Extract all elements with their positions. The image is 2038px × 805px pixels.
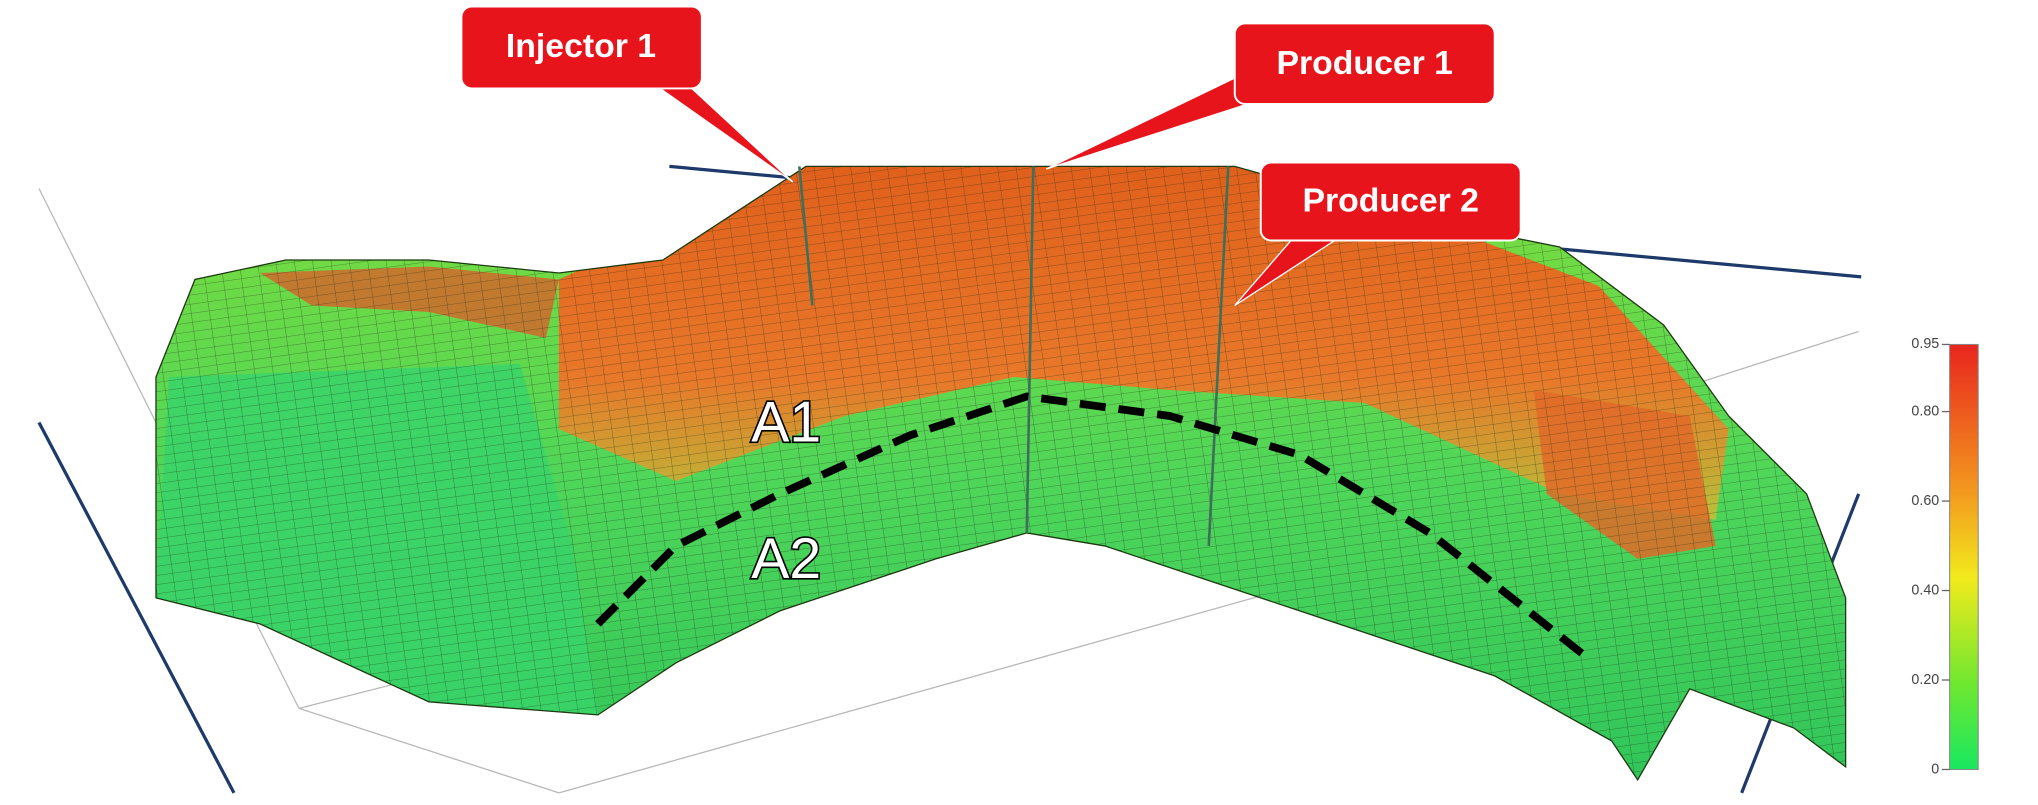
wells	[798, 166, 1230, 546]
colorbar-tick-label: 0.95	[1911, 336, 1939, 352]
callout-label: Producer 2	[1302, 182, 1478, 220]
callout: Injector 1	[460, 5, 794, 183]
layer-label: A1	[751, 390, 821, 454]
callout: Producer 2	[1234, 161, 1522, 307]
colorbar-ticks: 0.95 0.80 0.60 0.40 0.20 0	[1911, 336, 1950, 777]
callout-label: Producer 1	[1276, 44, 1452, 82]
colorbar-tick-label: 0.40	[1911, 582, 1939, 598]
colorbar-tick-label: 0.60	[1911, 493, 1939, 509]
colorbar-tick-label: 0.80	[1911, 403, 1939, 419]
colorbar-tick-label: 0	[1931, 761, 1939, 777]
layer-boundary	[595, 392, 1589, 660]
colorbar-tick-label: 0.20	[1911, 672, 1939, 688]
callout: Producer 1	[1046, 22, 1496, 170]
callout-label: Injector 1	[506, 27, 656, 65]
layer-label: A2	[751, 527, 821, 591]
colorbar	[1949, 343, 1979, 771]
reservoir-outline	[155, 165, 1847, 782]
